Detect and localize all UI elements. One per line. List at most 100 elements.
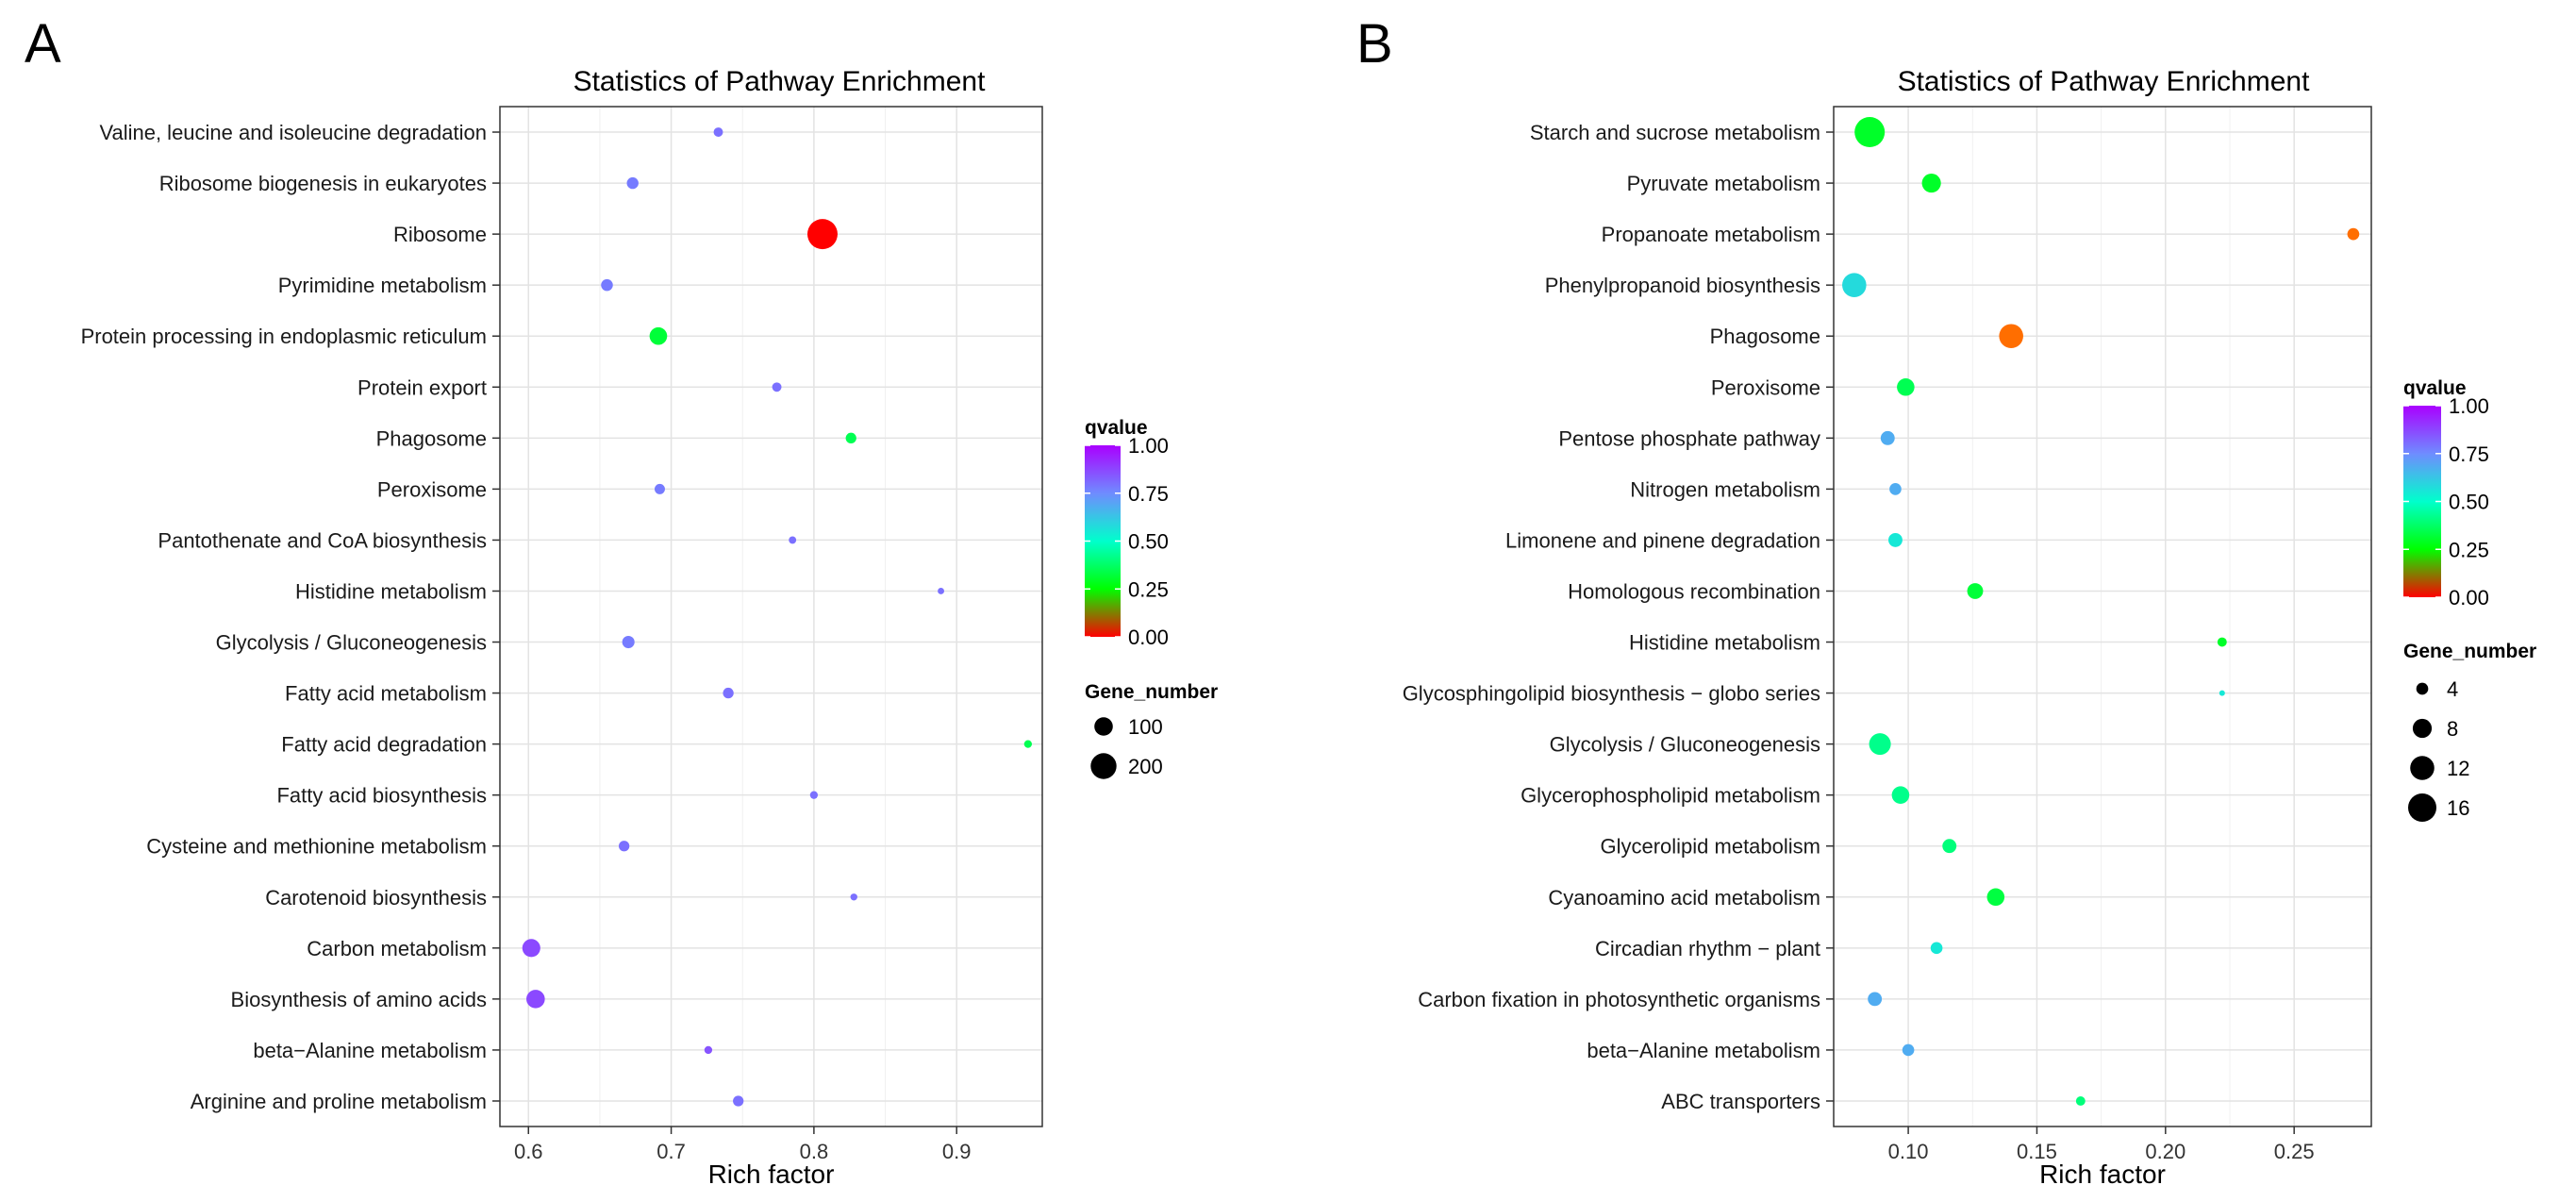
- plot-border: [1833, 106, 2372, 1127]
- data-point: [1897, 377, 1915, 396]
- size-legend-label: 200: [1128, 755, 1163, 778]
- y-tick-label: Cyanoamino acid metabolism: [1548, 886, 1820, 910]
- y-tick-label: Protein export: [357, 376, 487, 399]
- panel-letter: A: [25, 13, 61, 75]
- data-point: [1888, 532, 1903, 547]
- data-point: [1930, 942, 1943, 955]
- y-tick-label: Ribosome biogenesis in eukaryotes: [159, 172, 487, 195]
- data-point: [1986, 888, 2005, 907]
- y-tick-label: Carbon fixation in photosynthetic organi…: [1418, 988, 1820, 1011]
- data-point: [938, 588, 944, 594]
- data-point: [772, 382, 782, 392]
- data-point: [1967, 583, 1984, 599]
- data-point: [1868, 992, 1883, 1007]
- qvalue-colorbar: [1085, 445, 1121, 637]
- y-tick-label: Fatty acid biosynthesis: [276, 784, 487, 808]
- size-legend-key: [1090, 753, 1117, 779]
- x-axis-title: Rich factor: [708, 1160, 835, 1185]
- data-point: [723, 687, 734, 699]
- y-tick-label: Peroxisome: [1711, 376, 1820, 399]
- data-point: [806, 219, 838, 250]
- colorbar-tick-label: 0.00: [2449, 586, 2489, 609]
- size-legend-label: 100: [1128, 715, 1163, 739]
- data-point: [526, 990, 545, 1009]
- data-point: [1869, 733, 1891, 756]
- chart-panel-b: B Statistics of Pathway Enrichment Starch …: [1356, 13, 2536, 1185]
- data-point: [622, 635, 635, 649]
- data-point: [626, 176, 639, 190]
- data-point: [601, 278, 613, 292]
- gene-number-legend-title: Gene_number: [1085, 681, 1218, 703]
- x-tick-label: 0.6: [514, 1140, 543, 1163]
- chart-panel-a: A Statistics of Pathway Enrichment Valine,…: [25, 13, 1218, 1185]
- data-point: [1854, 117, 1886, 148]
- y-tick-label: Ribosome: [393, 223, 487, 246]
- y-tick-label: Starch and sucrose metabolism: [1530, 121, 1820, 144]
- data-point: [845, 432, 856, 443]
- colorbar-tick-label: 0.25: [2449, 538, 2489, 561]
- x-tick-label: 0.8: [800, 1140, 829, 1163]
- data-point: [704, 1045, 713, 1055]
- plot-background: [1834, 107, 2371, 1127]
- y-tick-label: Circadian rhythm − plant: [1595, 937, 1820, 960]
- gene-number-legend-title: Gene_number: [2403, 641, 2536, 662]
- y-tick-label: Pyruvate metabolism: [1627, 172, 1820, 195]
- qvalue-legend-title: qvalue: [1085, 417, 1148, 439]
- data-point: [1999, 324, 2023, 349]
- y-tick-label: Glycolysis / Gluconeogenesis: [216, 631, 487, 655]
- y-tick-label: Phenylpropanoid biosynthesis: [1545, 274, 1820, 297]
- y-tick-label: Histidine metabolism: [295, 579, 487, 603]
- y-tick-label: Limonene and pinene degradation: [1505, 528, 1820, 552]
- chart-title: Statistics of Pathway Enrichment: [573, 66, 987, 97]
- data-point: [1921, 173, 1941, 193]
- data-point: [733, 1095, 744, 1107]
- y-tick-label: Glycerolipid metabolism: [1600, 835, 1820, 859]
- data-point: [649, 326, 668, 345]
- y-tick-label: Valine, leucine and isoleucine degradati…: [99, 121, 487, 144]
- data-point: [1891, 786, 1910, 804]
- qvalue-colorbar: [2403, 406, 2441, 597]
- colorbar-tick-label: 0.75: [1128, 482, 1169, 506]
- y-tick-label: beta−Alanine metabolism: [253, 1039, 487, 1062]
- size-legend-key: [1094, 717, 1113, 736]
- x-tick-label: 0.25: [2274, 1140, 2315, 1163]
- colorbar-tick-label: 0.50: [2449, 491, 2489, 514]
- qvalue-legend-title: qvalue: [2403, 377, 2467, 399]
- x-axis-title: Rich factor: [2039, 1160, 2166, 1185]
- data-point: [522, 939, 540, 958]
- colorbar-tick-label: 0.25: [1128, 577, 1169, 601]
- chart-title: Statistics of Pathway Enrichment: [1898, 66, 2311, 97]
- data-point: [789, 536, 797, 544]
- y-tick-label: Fatty acid degradation: [281, 733, 487, 757]
- colorbar-tick-label: 0.00: [1128, 626, 1169, 649]
- plot-border: [499, 106, 1043, 1127]
- data-point: [2347, 227, 2360, 241]
- panel-letter: B: [1356, 13, 1393, 75]
- size-legend-label: 16: [2447, 796, 2469, 820]
- colorbar-tick-label: 0.75: [2449, 442, 2489, 466]
- y-tick-label: Nitrogen metabolism: [1630, 477, 1820, 501]
- y-tick-label: Pantothenate and CoA biosynthesis: [158, 528, 487, 552]
- y-tick-label: ABC transporters: [1661, 1090, 1820, 1113]
- size-legend-key: [2412, 718, 2433, 739]
- size-legend-key: [2407, 793, 2437, 823]
- data-point: [850, 893, 857, 901]
- data-point: [1880, 430, 1895, 445]
- y-tick-label: Histidine metabolism: [1629, 631, 1820, 655]
- x-tick-label: 0.20: [2145, 1140, 2185, 1163]
- data-point: [2219, 690, 2225, 696]
- y-tick-label: Protein processing in endoplasmic reticu…: [81, 325, 487, 348]
- y-tick-label: Glycerophospholipid metabolism: [1521, 784, 1820, 808]
- x-tick-label: 0.10: [1888, 1140, 1929, 1163]
- colorbar-tick-label: 0.50: [1128, 530, 1169, 554]
- data-point: [618, 841, 630, 852]
- data-point: [654, 483, 665, 494]
- y-tick-label: Propanoate metabolism: [1602, 223, 1820, 246]
- y-tick-label: Glycolysis / Gluconeogenesis: [1550, 733, 1820, 757]
- y-tick-label: Fatty acid metabolism: [285, 682, 487, 706]
- x-tick-label: 0.7: [656, 1140, 686, 1163]
- data-point: [2217, 637, 2227, 647]
- y-tick-label: Pyrimidine metabolism: [278, 274, 487, 297]
- y-tick-label: Carbon metabolism: [307, 937, 487, 960]
